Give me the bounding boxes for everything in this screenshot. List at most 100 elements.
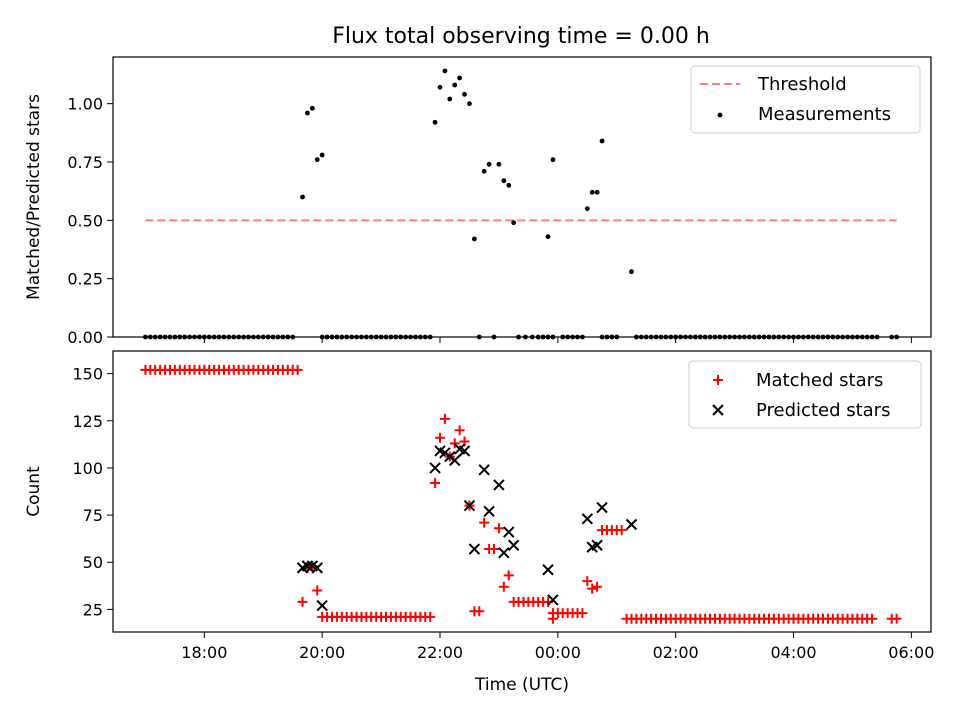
measurement-point xyxy=(565,334,571,340)
measurement-point xyxy=(241,334,247,340)
measurement-point xyxy=(702,334,708,340)
measurement-point xyxy=(147,334,153,340)
measurement-point xyxy=(383,334,389,340)
measurement-point xyxy=(756,334,762,340)
predicted-star-point xyxy=(591,539,603,551)
measurement-point xyxy=(462,91,467,97)
x-tick-label: 02:00 xyxy=(653,643,699,662)
measurement-point xyxy=(309,105,315,111)
measurement-point xyxy=(722,334,728,340)
measurement-point xyxy=(840,334,846,340)
predicted-star-point xyxy=(503,526,515,538)
measurement-point xyxy=(403,334,409,340)
measurement-point xyxy=(373,334,379,340)
measurement-point xyxy=(378,334,384,340)
legend-predicted-label: Predicted stars xyxy=(756,400,890,421)
x-tick-label: 20:00 xyxy=(299,643,345,662)
matched-star-point xyxy=(435,432,446,443)
matched-star-point xyxy=(582,576,593,587)
measurement-point xyxy=(776,334,782,340)
y-tick-label: 0.00 xyxy=(67,328,103,347)
measurement-point xyxy=(162,334,168,340)
measurement-point xyxy=(692,334,698,340)
measurement-point xyxy=(683,334,688,340)
measurement-point xyxy=(727,334,733,340)
measurement-point xyxy=(815,334,821,340)
predicted-star-point xyxy=(493,479,505,491)
legend-measurements-swatch xyxy=(717,112,723,118)
matched-star-point xyxy=(439,413,450,424)
y-tick-label: 100 xyxy=(72,459,103,478)
measurement-point xyxy=(319,152,325,158)
measurement-point xyxy=(751,334,757,340)
measurement-point xyxy=(211,334,217,340)
matched-star-point xyxy=(297,596,308,607)
measurement-point xyxy=(275,334,281,340)
y-axis-label: Count xyxy=(24,466,44,517)
measurement-point xyxy=(457,75,463,81)
y-tick-label: 25 xyxy=(83,600,103,619)
measurement-point xyxy=(663,334,669,340)
bottom-legend: Matched stars Predicted stars xyxy=(688,360,922,429)
measurement-point xyxy=(359,334,364,340)
measurement-point xyxy=(523,334,528,340)
measurement-point xyxy=(260,334,266,340)
measurement-point xyxy=(511,220,517,226)
measurement-point xyxy=(800,334,806,340)
measurement-point xyxy=(599,334,605,340)
measurement-point xyxy=(781,334,787,340)
measurement-point xyxy=(869,334,875,340)
measurement-point xyxy=(236,334,242,340)
measurement-point xyxy=(447,96,453,102)
matched-star-point xyxy=(867,613,878,624)
matched-star-point xyxy=(449,438,460,449)
measurement-point xyxy=(334,334,340,340)
measurement-point xyxy=(290,334,296,340)
measurement-point xyxy=(476,334,482,340)
x-tick-label: 06:00 xyxy=(888,643,934,662)
measurement-point xyxy=(894,334,900,340)
measurement-point xyxy=(344,334,350,340)
legend-predicted-swatch xyxy=(712,404,724,416)
predicted-star-point xyxy=(429,462,441,474)
measurement-point xyxy=(634,334,639,340)
x-tick-label: 04:00 xyxy=(770,643,816,662)
top-panel: 0.00 0.25 0.50 0.75 1.00 Matched/Predicted st… xyxy=(24,56,932,347)
matched-star-point xyxy=(454,425,465,436)
measurement-point xyxy=(221,334,227,340)
measurement-point xyxy=(481,168,487,174)
measurement-point xyxy=(529,334,535,340)
x-tick-label: 00:00 xyxy=(535,643,581,662)
measurement-point xyxy=(437,84,443,90)
plot-frame xyxy=(112,350,932,633)
matched-star-point xyxy=(493,523,504,534)
measurement-point xyxy=(285,334,291,340)
measurement-point xyxy=(697,334,703,340)
measurement-point xyxy=(177,334,183,340)
measurement-point xyxy=(638,334,644,340)
matched-star-point xyxy=(577,608,588,619)
measurement-point xyxy=(648,334,654,340)
x-tick-label: 18:00 xyxy=(181,643,227,662)
measurement-point xyxy=(786,334,792,340)
measurement-point xyxy=(560,334,566,340)
y-axis-label: Matched/Predicted stars xyxy=(24,94,44,300)
measurement-point xyxy=(152,334,158,340)
matched-star-point xyxy=(489,544,500,555)
legend-matched-swatch xyxy=(713,375,723,385)
predicted-star-point xyxy=(507,539,520,551)
legend-measurements-label: Measurements xyxy=(758,104,891,125)
measurement-point xyxy=(845,334,850,340)
measurement-point xyxy=(324,334,330,340)
y-tick-label: 125 xyxy=(72,412,103,431)
measurement-point xyxy=(231,334,237,340)
measurement-point xyxy=(570,334,575,340)
measurement-point xyxy=(535,334,541,340)
measurement-point xyxy=(594,189,600,195)
measurement-point xyxy=(270,334,276,340)
matched-star-point xyxy=(891,613,902,624)
y-tick-label: 150 xyxy=(72,365,103,384)
measurement-point xyxy=(545,334,551,340)
measurement-point xyxy=(167,334,173,340)
